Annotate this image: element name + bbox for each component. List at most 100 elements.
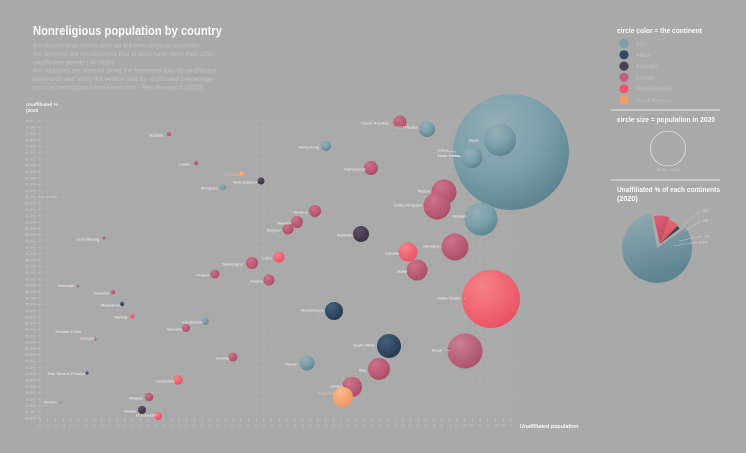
svg-text:Latvia: Latvia [179,162,190,167]
svg-text:Trinidad & Mar: Trinidad & Mar [55,329,82,334]
svg-text:70.4%: 70.4% [25,145,36,149]
svg-text:Estonia: Estonia [150,133,164,138]
svg-text:2.7: 2.7 [185,424,189,428]
svg-text:22.6%: 22.6% [25,360,36,364]
svg-text:309: 309 [454,424,459,428]
svg-text:67.6%: 67.6% [25,157,36,161]
svg-text:Germany: Germany [423,244,439,249]
svg-text:531: 531 [485,424,490,428]
svg-text:the visualization shows data o: the visualization shows data on the how … [33,43,199,50]
svg-text:Macedonia: Macedonia [101,303,121,308]
svg-text:33.9%: 33.9% [25,309,36,313]
svg-text:25.4%: 25.4% [25,347,36,351]
svg-text:Ukraine: Ukraine [330,384,345,389]
svg-text:270: 270 [447,424,452,428]
svg-text:Belarus: Belarus [294,210,308,215]
svg-text:Croatia: Croatia [216,356,230,361]
svg-text:120: 120 [400,424,405,428]
svg-text:7.0: 7.0 [239,424,243,428]
svg-text:the countries are ordered alon: the countries are ordered along the hori… [33,68,217,75]
svg-text:Serbia: Serbia [124,409,136,414]
svg-text:39.5%: 39.5% [25,284,36,288]
svg-text:5.3: 5.3 [223,424,227,428]
svg-text:Switzerland: Switzerland [222,262,243,267]
svg-text:Europe: Europe [636,75,654,81]
svg-text:0.7: 0.7 [107,424,111,428]
svg-text:18.4%: 18.4% [25,379,36,383]
svg-text:Japan: Japan [468,138,479,143]
svg-text:Albania: Albania [129,396,143,401]
svg-text:353: 353 [462,424,467,428]
svg-text:South America: South America [636,98,673,104]
svg-text:North America: North America [636,87,672,93]
svg-text:sources: worldpopulationreview: sources: worldpopulationreview.com - Pew… [33,85,203,92]
svg-text:Vietnam: Vietnam [452,214,467,219]
svg-text:the selected are the countries: the selected are the countries that at l… [33,51,213,58]
svg-text:10.0%: 10.0% [25,416,36,420]
svg-text:180: 180 [424,424,429,428]
svg-text:42.3%: 42.3% [25,271,36,275]
svg-text:Taiwan: Taiwan [285,362,297,367]
svg-text:21.2%: 21.2% [25,366,36,370]
svg-text:Mozambique: Mozambique [301,308,325,313]
svg-text:50.7%: 50.7% [25,233,36,237]
svg-text:0.3: 0.3 [53,424,57,428]
svg-text:17.0%: 17.0% [25,385,36,389]
svg-text:71.8%: 71.8% [25,138,36,142]
svg-text:63.4%: 63.4% [25,176,36,180]
svg-text:21: 21 [301,424,305,428]
svg-text:37 mi — 1.4 B: 37 mi — 1.4 B [657,168,680,172]
svg-text:14: 14 [278,424,282,428]
svg-text:Nonreligious population by cou: Nonreligious population by country [33,23,223,38]
svg-text:1.6: 1.6 [154,424,158,428]
svg-text:2.4: 2.4 [177,424,181,428]
svg-text:Australia: Australia [337,233,353,238]
svg-text:36.7%: 36.7% [25,296,36,300]
svg-text:31: 31 [324,424,328,428]
svg-text:1.8: 1.8 [161,424,165,428]
svg-text:Unaffiliated % of each contine: Unaffiliated % of each continents [617,185,720,194]
svg-text:66.2%: 66.2% [25,164,36,168]
svg-text:Venezuela: Venezuela [156,379,175,384]
svg-text:3.1: 3.1 [192,424,196,428]
svg-text:Unaffiliated %: Unaffiliated % [26,102,58,108]
svg-text:Luxembourg: Luxembourg [77,237,99,242]
svg-text:18: 18 [293,424,297,428]
svg-text:64.8%: 64.8% [25,170,36,174]
svg-text:0.5: 0.5 [92,424,96,428]
svg-text:16: 16 [285,424,289,428]
svg-text:26.9%: 26.9% [25,341,36,345]
svg-text:0.3: 0.3 [61,424,65,428]
svg-text:4.6: 4.6 [216,424,220,428]
svg-text:Hong Kong: Hong Kong [299,145,319,150]
svg-text:2.1: 2.1 [169,424,173,428]
svg-text:45.1%: 45.1% [25,258,36,262]
svg-text:Bhutan: Bhutan [44,400,57,405]
svg-text:137: 137 [408,424,413,428]
svg-text:41: 41 [339,424,343,428]
svg-text:69.0%: 69.0% [25,151,36,155]
svg-text:Hungary: Hungary [80,336,95,341]
svg-text:43.7%: 43.7% [25,265,36,269]
svg-text:60.6%: 60.6% [25,189,36,193]
svg-text:12: 12 [270,424,274,428]
svg-text:4.1: 4.1 [208,424,212,428]
svg-text:62.0%: 62.0% [25,183,36,187]
svg-text:12.8%: 12.8% [25,404,36,408]
svg-text:27: 27 [316,424,320,428]
svg-text:0.4: 0.4 [69,424,73,428]
svg-text:70: 70 [370,424,374,428]
svg-text:8.0: 8.0 [246,424,250,428]
svg-text:49.3%: 49.3% [25,240,36,244]
svg-text:797: 797 [508,424,513,428]
svg-text:53.5%: 53.5% [25,221,36,225]
svg-text:3.5: 3.5 [200,424,204,428]
svg-text:0.6: 0.6 [100,424,104,428]
svg-text:463: 463 [478,424,483,428]
svg-text:53: 53 [355,424,359,428]
svg-text:circle size = population in 20: circle size = population in 2020 [617,115,715,124]
svg-text:0.2%: 0.2% [699,241,708,245]
svg-text:61: 61 [363,424,367,428]
svg-text:Argentina: Argentina [318,391,336,396]
svg-text:Unaffiliated population: Unaffiliated population [520,424,578,430]
